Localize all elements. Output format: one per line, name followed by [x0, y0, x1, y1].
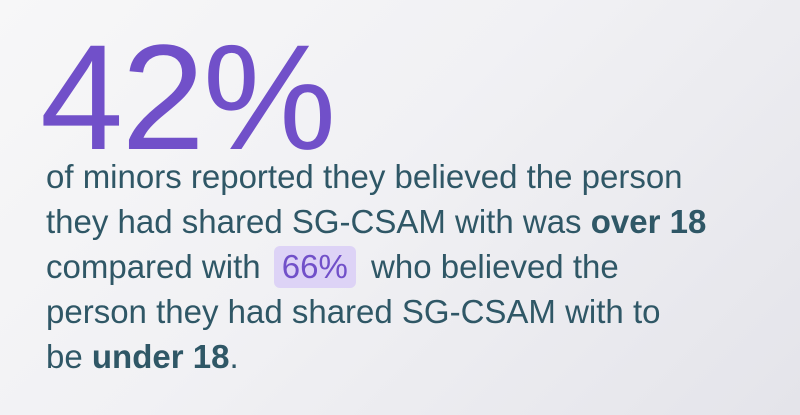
comparison-stat-badge: 66% — [273, 246, 356, 288]
emphasis-under-18: under 18 — [91, 338, 230, 375]
statement-text: they had shared SG-CSAM with was — [46, 203, 582, 240]
stat-description: of minors reported they believed the per… — [46, 154, 781, 379]
statement-text: person they had shared SG-CSAM with to — [46, 293, 661, 330]
headline-stat: 42% — [40, 13, 336, 181]
statement-period: . — [229, 338, 239, 375]
statement-text: of minors reported they believed the per… — [46, 158, 683, 195]
statement-text: who believed the — [371, 248, 619, 285]
statement-text: compared with — [46, 248, 261, 285]
statement-line-5: be under 18. — [46, 334, 781, 379]
statement-text: be — [46, 338, 83, 375]
emphasis-over-18: over 18 — [590, 203, 707, 240]
statement-line-2: they had shared SG-CSAM with was over 18 — [46, 199, 781, 244]
statement-line-4: person they had shared SG-CSAM with to — [46, 289, 781, 334]
statement-line-3: compared with 66% who believed the — [46, 244, 781, 289]
statement-line-1: of minors reported they believed the per… — [46, 154, 781, 199]
